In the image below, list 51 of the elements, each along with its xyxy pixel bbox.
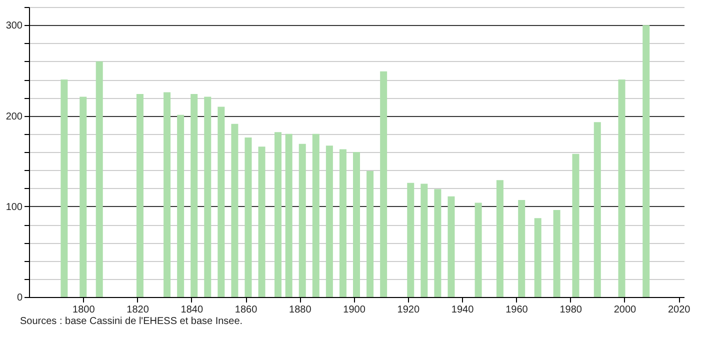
x-tick-label: 1980: [560, 304, 582, 316]
bar: [380, 71, 388, 297]
bar: [496, 180, 504, 297]
bar: [366, 171, 374, 297]
x-tick-label: 1800: [72, 304, 96, 316]
source-note: Sources : base Cassini de l'EHESS et base Insee.: [20, 316, 244, 327]
x-tick-label: 1820: [126, 304, 150, 316]
bar: [420, 184, 428, 297]
bar: [326, 146, 333, 297]
bar: [594, 122, 601, 297]
bar: [164, 92, 171, 297]
bar: [434, 189, 442, 297]
bar: [231, 124, 238, 297]
bar: [218, 106, 225, 297]
bar: [60, 80, 68, 297]
bar: [136, 94, 144, 297]
bar: [204, 96, 212, 297]
bar: [298, 144, 306, 297]
x-tick-label: 1900: [343, 304, 366, 316]
bar: [353, 152, 360, 297]
bar: [474, 202, 482, 297]
y-tick-label: 100: [6, 202, 23, 213]
bar: [339, 149, 346, 297]
x-tick-label: 2020: [668, 304, 691, 316]
x-tick-label: 1840: [180, 304, 204, 316]
bar: [534, 218, 542, 297]
y-tick-label: 200: [6, 111, 23, 122]
bar: [96, 61, 103, 297]
bar: [258, 146, 266, 297]
bar: [177, 114, 184, 297]
bar: [642, 25, 650, 297]
bar: [518, 200, 526, 297]
y-tick-label: 300: [6, 20, 23, 32]
bar: [80, 96, 87, 297]
bar: [274, 132, 282, 297]
x-tick-label: 2000: [614, 304, 637, 316]
bar: [244, 138, 252, 297]
bar: [407, 182, 414, 297]
y-tick-label: 0: [16, 292, 23, 304]
x-tick-label: 1960: [506, 304, 528, 316]
bar: [190, 94, 198, 297]
bar: [553, 210, 560, 297]
bar: [618, 80, 626, 297]
x-tick-label: 1920: [397, 304, 420, 316]
x-tick-label: 1880: [289, 304, 312, 316]
x-tick-label: 1940: [451, 304, 474, 316]
x-tick-label: 1860: [234, 304, 258, 316]
bar: [312, 134, 320, 297]
bar: [572, 154, 580, 297]
bar: [448, 196, 455, 297]
bar: [285, 134, 292, 297]
